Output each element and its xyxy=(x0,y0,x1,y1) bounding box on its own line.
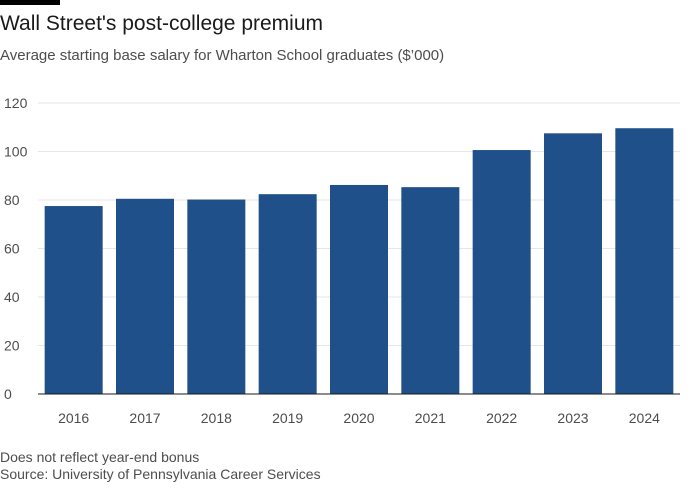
y-tick-label: 60 xyxy=(4,241,20,257)
top-rule xyxy=(0,0,60,5)
bar xyxy=(187,199,246,394)
y-tick-label: 0 xyxy=(4,386,12,402)
chart-subtitle: Average starting base salary for Wharton… xyxy=(0,47,445,64)
x-tick-label: 2024 xyxy=(629,410,660,426)
chart-title: Wall Street's post-college premium xyxy=(0,12,324,35)
y-tick-label: 40 xyxy=(4,289,20,305)
bar xyxy=(544,133,602,394)
bar-layer xyxy=(44,128,674,394)
bar xyxy=(472,150,531,394)
bar xyxy=(258,194,317,394)
bar xyxy=(401,187,460,394)
footnote-note: Does not reflect year-end bonus xyxy=(0,449,200,465)
y-tick-label: 80 xyxy=(4,192,20,208)
x-tick-label: 2017 xyxy=(129,410,160,426)
x-tick-label: 2020 xyxy=(343,410,374,426)
x-tick-label: 2016 xyxy=(58,410,89,426)
y-tick-label: 20 xyxy=(4,338,20,354)
y-tick-label: 100 xyxy=(4,144,28,160)
bar xyxy=(44,206,103,394)
axis-layer: 0 20 40 60 80 100 120 2016 2017 2018 2019 2020 2021 2… xyxy=(4,95,680,426)
x-tick-label: 2021 xyxy=(415,410,446,426)
bar-chart: 0 20 40 60 80 100 120 2016 2017 2018 2019 2020 2021 2… xyxy=(4,95,680,426)
y-tick-label: 120 xyxy=(4,95,28,111)
bar xyxy=(330,184,388,394)
x-tick-label: 2019 xyxy=(272,410,303,426)
bar xyxy=(615,128,674,394)
x-tick-label: 2023 xyxy=(557,410,588,426)
x-tick-label: 2018 xyxy=(201,410,232,426)
x-tick-label: 2022 xyxy=(486,410,517,426)
source-note: Source: University of Pennsylvania Caree… xyxy=(0,466,321,482)
bar xyxy=(116,198,174,394)
